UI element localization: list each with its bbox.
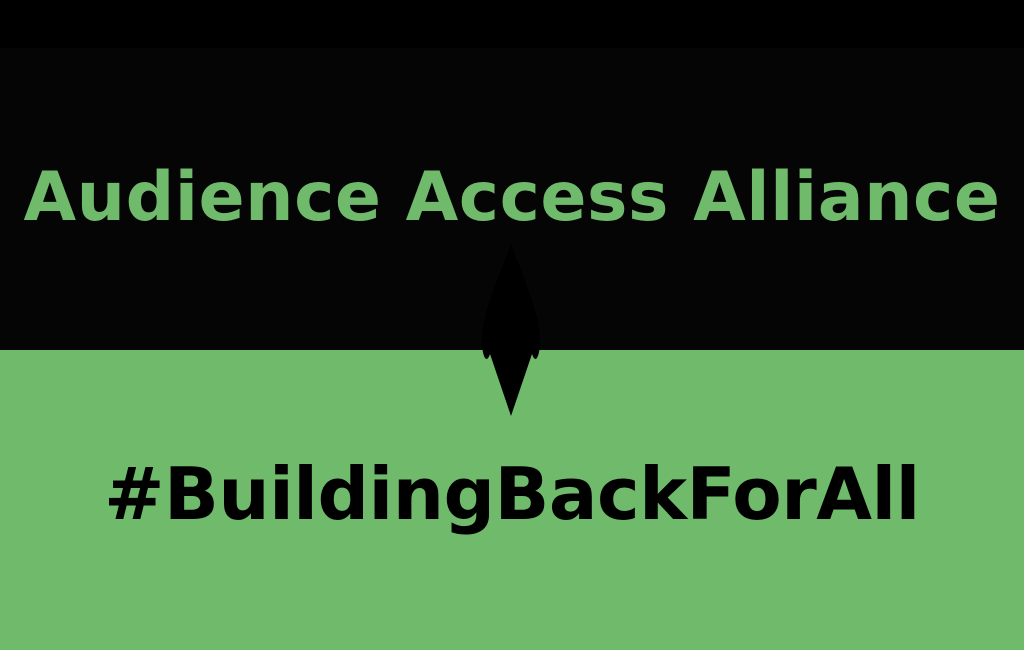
hashtag-text: #BuildingBackForAll: [104, 452, 920, 536]
top-band: [0, 0, 1024, 48]
pointer-arrow-icon: [482, 244, 540, 416]
banner-title: Audience Access Alliance: [23, 158, 1001, 237]
